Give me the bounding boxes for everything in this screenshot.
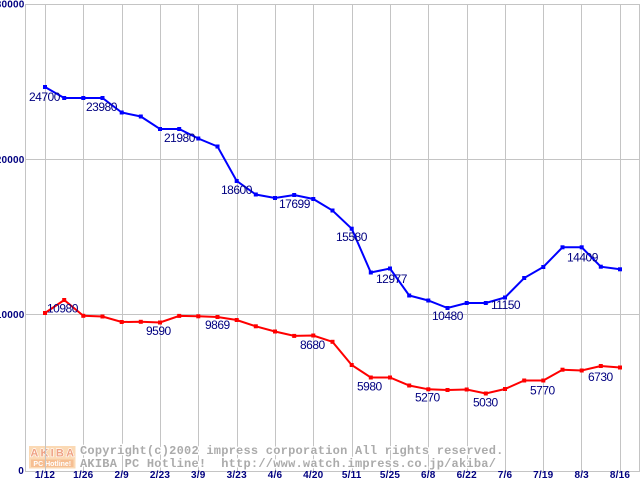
svg-text:6/22: 6/22 [457,470,478,480]
svg-text:4/20: 4/20 [303,470,324,480]
svg-text:1/12: 1/12 [35,470,56,480]
svg-text:5770: 5770 [530,384,556,398]
svg-text:AKIBA: AKIBA [30,448,76,460]
svg-text:24700: 24700 [29,90,61,104]
svg-text:8/3: 8/3 [574,470,589,480]
svg-text:PC Hotline!: PC Hotline! [33,461,71,468]
svg-text:10000: 10000 [0,310,25,321]
svg-text:AKIBA PC Hotline! http://www.: AKIBA PC Hotline! http://www.watch.impre… [80,457,496,471]
svg-text:10980: 10980 [47,302,79,316]
svg-text:3/9: 3/9 [191,470,206,480]
svg-text:9869: 9869 [205,318,231,332]
svg-text:11150: 11150 [491,298,521,312]
svg-text:17699: 17699 [279,197,311,211]
svg-text:1/26: 1/26 [73,470,94,480]
svg-text:0: 0 [18,466,24,477]
svg-text:14409: 14409 [567,251,599,265]
svg-text:5270: 5270 [415,391,441,405]
svg-text:Copyright(c)2002 impress corpo: Copyright(c)2002 impress corporation All… [80,444,504,458]
svg-text:18600: 18600 [221,183,253,197]
svg-text:4/6: 4/6 [268,470,283,480]
svg-text:9590: 9590 [146,324,172,338]
svg-text:5030: 5030 [473,396,499,410]
svg-text:6/8: 6/8 [421,470,436,480]
svg-text:6730: 6730 [588,370,614,384]
svg-text:10480: 10480 [432,309,464,323]
svg-text:7/6: 7/6 [498,470,513,480]
svg-text:21980: 21980 [164,131,196,145]
svg-text:15580: 15580 [336,230,368,244]
svg-text:5/11: 5/11 [342,470,362,480]
svg-text:20000: 20000 [0,155,25,166]
svg-text:23980: 23980 [86,100,118,114]
svg-text:5980: 5980 [357,380,383,394]
svg-text:5/25: 5/25 [380,470,401,480]
svg-text:AKIBA PC Hotline! http://www.: AKIBA PC Hotline! http://www.watch.impre… [80,457,496,471]
svg-text:3/23: 3/23 [227,470,248,480]
svg-text:12977: 12977 [376,272,408,286]
svg-text:8680: 8680 [300,338,326,352]
svg-text:7/19: 7/19 [533,470,554,480]
svg-text:2/9: 2/9 [114,470,129,480]
svg-text:Copyright(c)2002 impress corpo: Copyright(c)2002 impress corporation All… [80,444,504,458]
svg-text:8/16: 8/16 [610,470,631,480]
svg-text:2/23: 2/23 [150,470,171,480]
